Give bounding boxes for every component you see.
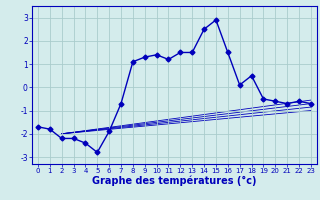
X-axis label: Graphe des températures (°c): Graphe des températures (°c) (92, 176, 257, 186)
